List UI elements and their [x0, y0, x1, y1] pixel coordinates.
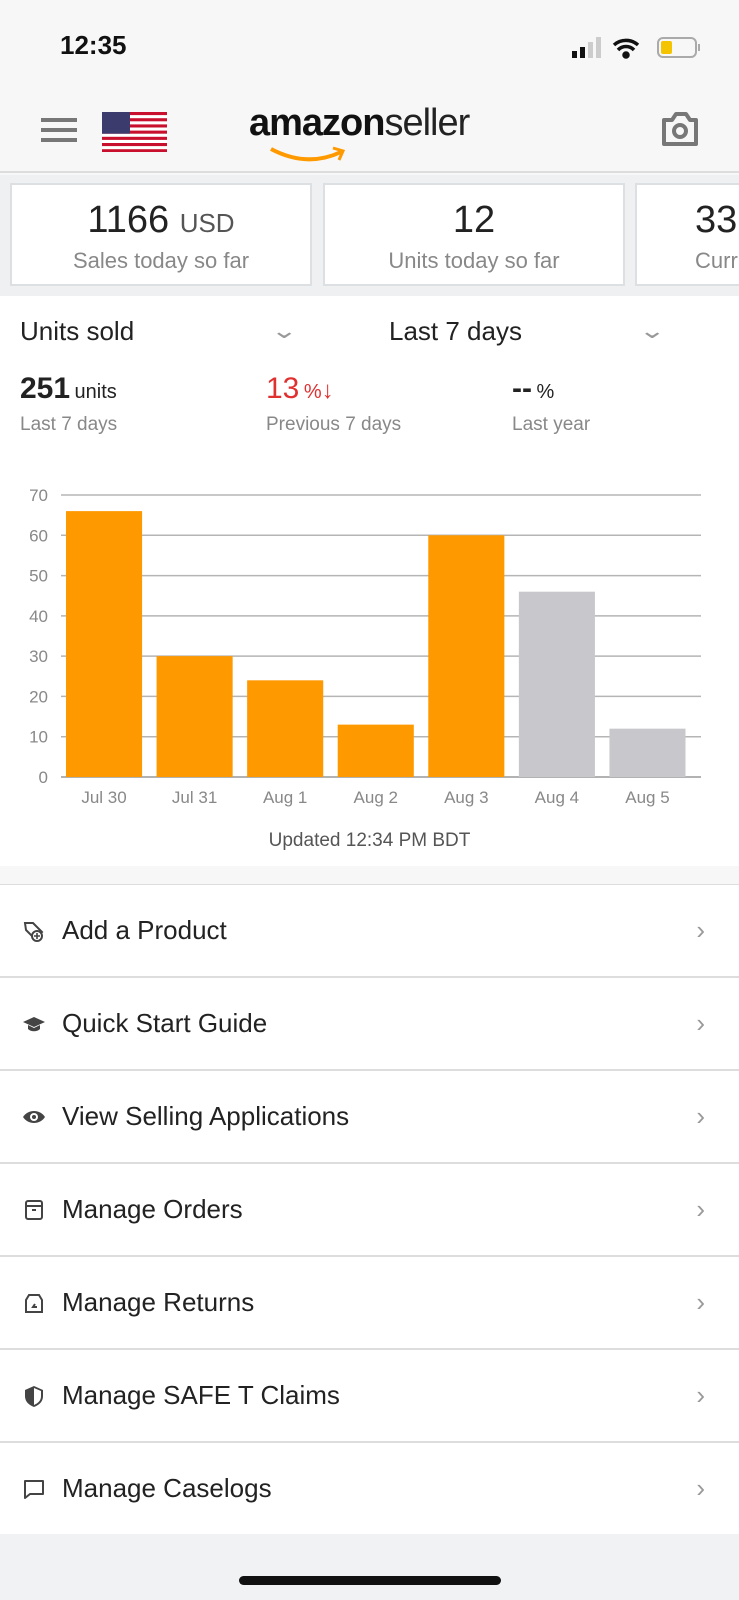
- bar-aug-5[interactable]: [609, 728, 686, 777]
- eye-icon: [0, 1105, 62, 1129]
- logo-bold: amazon: [249, 102, 385, 144]
- updated-timestamp: Updated 12:34 PM BDT: [268, 830, 471, 851]
- stat-value: 13: [266, 372, 300, 405]
- card-label: Sales today so far: [72, 248, 250, 273]
- x-tick-label: Aug 3: [444, 788, 488, 807]
- stat-value: --: [512, 372, 532, 405]
- menu-item-label: View Selling Applications: [62, 1101, 350, 1131]
- menu-item-quick-start-guide[interactable]: Quick Start Guide ›: [0, 978, 739, 1071]
- chevron-right-icon: ›: [696, 1101, 705, 1131]
- bar-aug-2[interactable]: [337, 724, 414, 777]
- x-tick-label: Aug 2: [354, 788, 398, 807]
- arrow-down-icon: ↓: [321, 377, 334, 404]
- y-tick-label: 70: [29, 486, 48, 505]
- stat-unit: %: [536, 381, 555, 403]
- card-label: Units today so far: [388, 248, 560, 273]
- chevron-right-icon: ›: [696, 1287, 705, 1317]
- menu-item-label: Quick Start Guide: [62, 1008, 268, 1038]
- status-time: 12:35: [60, 30, 127, 60]
- bar-aug-1[interactable]: [247, 680, 324, 777]
- hamburger-icon[interactable]: [41, 118, 77, 142]
- stat-previous: 13 %↓ Previous 7 days: [266, 372, 401, 436]
- units-bar-chart: 0 10 20 30 40 50 60 70 Jul 30 Jul 31 Aug 1 Aug 2 Aug…: [29, 486, 701, 807]
- smile-arrow-icon: [270, 146, 346, 162]
- current-card[interactable]: 33 Curr: [635, 183, 739, 286]
- sales-card[interactable]: 1166 USD Sales today so far: [10, 183, 312, 286]
- tag-add-icon: [0, 919, 62, 943]
- metric-dropdown[interactable]: Units sold: [20, 316, 135, 346]
- y-tick-label: 30: [29, 647, 48, 666]
- home-indicator[interactable]: [239, 1576, 501, 1585]
- shield-icon: [0, 1384, 62, 1408]
- chevron-down-icon[interactable]: ⌄: [270, 318, 299, 343]
- menu-item-manage-returns[interactable]: Manage Returns ›: [0, 1257, 739, 1350]
- graduation-cap-icon: [0, 1012, 62, 1036]
- stat-value: 251: [20, 372, 71, 405]
- menu-item-label: Add a Product: [62, 915, 227, 945]
- card-label: Curr: [695, 248, 738, 273]
- stat-total: 251 units Last 7 days: [20, 372, 117, 436]
- card-value: 1166: [87, 199, 170, 241]
- chevron-right-icon: ›: [696, 915, 705, 945]
- stat-unit: units: [74, 381, 117, 403]
- status-bar: 12:35: [0, 0, 739, 90]
- stat-unit: %: [303, 381, 322, 403]
- return-icon: [0, 1291, 62, 1315]
- menu-item-label: Manage Returns: [62, 1287, 255, 1317]
- chevron-right-icon: ›: [696, 1380, 705, 1410]
- x-tick-label: Aug 4: [535, 788, 579, 807]
- menu-item-label: Manage Caselogs: [62, 1473, 272, 1503]
- menu-item-label: Manage Orders: [62, 1194, 243, 1224]
- range-dropdown[interactable]: Last 7 days: [389, 316, 522, 346]
- amazon-seller-logo: amazonseller: [249, 102, 470, 162]
- chevron-right-icon: ›: [696, 1008, 705, 1038]
- sales-chart-panel: Units sold ⌄ Last 7 days ⌄ 251 units Last…: [0, 296, 739, 866]
- camera-icon[interactable]: [660, 110, 700, 148]
- bar-jul-31[interactable]: [156, 656, 233, 777]
- menu-item-add-a-product[interactable]: Add a Product ›: [0, 885, 739, 978]
- card-value: 33: [695, 199, 738, 241]
- bar-jul-30[interactable]: [66, 511, 143, 777]
- card-unit: USD: [179, 208, 235, 238]
- y-tick-label: 60: [29, 526, 48, 545]
- card-value: 12: [452, 199, 496, 241]
- stat-label: Last year: [512, 414, 591, 435]
- summary-cards: 1166 USD Sales today so far 12 Units today…: [0, 175, 739, 296]
- x-tick-label: Aug 5: [625, 788, 669, 807]
- bar-aug-3[interactable]: [428, 535, 505, 777]
- x-tick-label: Aug 1: [263, 788, 307, 807]
- chevron-right-icon: ›: [696, 1473, 705, 1503]
- stat-last-year: -- % Last year: [512, 372, 590, 436]
- wifi-icon: [612, 38, 640, 59]
- chat-icon: [0, 1477, 62, 1501]
- y-tick-label: 20: [29, 687, 48, 706]
- us-flag-icon[interactable]: [102, 112, 167, 152]
- y-tick-label: 40: [29, 607, 48, 626]
- menu-item-label: Manage SAFE T Claims: [62, 1380, 340, 1410]
- status-icons: [572, 37, 700, 59]
- signal-icon: [572, 37, 601, 58]
- y-tick-label: 10: [29, 728, 48, 747]
- logo-light: seller: [384, 102, 470, 144]
- chevron-down-icon[interactable]: ⌄: [638, 318, 667, 343]
- menu-item-manage-caselogs[interactable]: Manage Caselogs ›: [0, 1443, 739, 1536]
- stat-label: Last 7 days: [20, 414, 118, 435]
- box-icon: [0, 1198, 62, 1222]
- bottom-area: [0, 1534, 739, 1600]
- y-tick-label: 0: [39, 768, 48, 787]
- battery-icon: [657, 37, 700, 58]
- x-tick-label: Jul 30: [81, 788, 126, 807]
- action-menu: Add a Product › Quick Start Guide › View Sel…: [0, 884, 739, 1536]
- top-nav-bar: amazonseller: [0, 90, 739, 173]
- menu-item-view-selling-applications[interactable]: View Selling Applications ›: [0, 1071, 739, 1164]
- chevron-right-icon: ›: [696, 1194, 705, 1224]
- menu-item-manage-safe-t-claims[interactable]: Manage SAFE T Claims ›: [0, 1350, 739, 1443]
- menu-item-manage-orders[interactable]: Manage Orders ›: [0, 1164, 739, 1257]
- x-tick-label: Jul 31: [172, 788, 217, 807]
- stat-label: Previous 7 days: [266, 414, 402, 435]
- units-card[interactable]: 12 Units today so far: [323, 183, 625, 286]
- y-tick-label: 50: [29, 567, 48, 586]
- bar-aug-4[interactable]: [518, 591, 595, 777]
